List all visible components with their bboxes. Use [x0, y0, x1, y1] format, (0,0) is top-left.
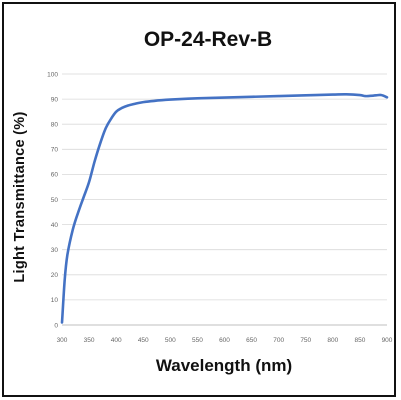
- y-tick-label-50: 50: [51, 197, 59, 204]
- y-tick-label-10: 10: [51, 297, 59, 304]
- transmittance-line: [60, 92, 389, 324]
- x-tick-label-550: 550: [192, 337, 203, 344]
- x-axis-label: Wavelength (nm): [156, 356, 292, 375]
- x-tick-label-400: 400: [111, 337, 122, 344]
- x-tick-label-800: 800: [327, 337, 338, 344]
- y-tick-label-90: 90: [51, 96, 59, 103]
- x-tick-labels: 300 350 400 450 500 550 600 650 700 750 800 850 900: [57, 337, 393, 344]
- y-tick-label-80: 80: [51, 122, 59, 129]
- chart-title: OP-24-Rev-B: [144, 28, 272, 51]
- y-tick-label-40: 40: [51, 222, 59, 229]
- y-tick-labels: 0 10 20 30 40 50 60 70 80 90 100: [47, 71, 58, 329]
- x-tick-label-750: 750: [300, 337, 311, 344]
- x-tick-label-600: 600: [219, 337, 230, 344]
- series: [60, 92, 389, 324]
- x-tick-label-850: 850: [354, 337, 365, 344]
- x-tick-label-650: 650: [246, 337, 257, 344]
- y-tick-label-20: 20: [51, 272, 59, 279]
- y-tick-label-60: 60: [51, 172, 59, 179]
- y-tick-label-70: 70: [51, 147, 59, 154]
- x-tick-label-450: 450: [138, 337, 149, 344]
- x-tick-label-350: 350: [84, 337, 95, 344]
- gridlines: [62, 73, 387, 301]
- y-tick-label-100: 100: [47, 71, 58, 78]
- y-tick-label-0: 0: [54, 322, 58, 329]
- x-tick-label-900: 900: [382, 337, 393, 344]
- x-tick-label-700: 700: [273, 337, 284, 344]
- x-tick-label-300: 300: [57, 337, 68, 344]
- y-tick-label-30: 30: [51, 247, 59, 254]
- y-axis-label: Light Transmittance (%): [12, 111, 28, 282]
- x-tick-label-500: 500: [165, 337, 176, 344]
